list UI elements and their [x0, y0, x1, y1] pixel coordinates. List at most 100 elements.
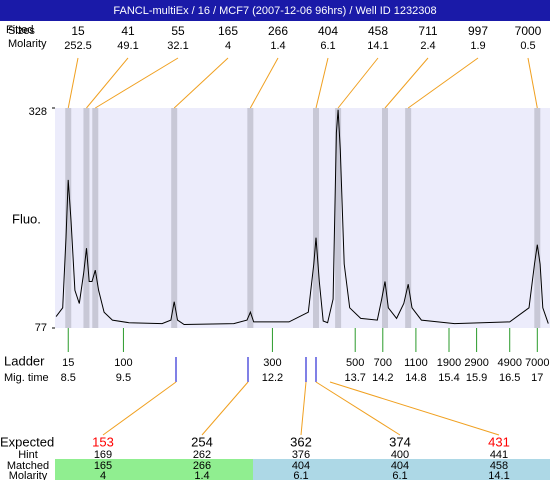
peak-connector: [67, 57, 79, 109]
title-bar: [0, 0, 550, 21]
peak-band: [247, 108, 254, 328]
ladder-size: 4900: [497, 357, 521, 369]
expected-size: 431: [488, 434, 510, 449]
peak-molarity: 0.5: [520, 40, 535, 52]
peak-connector: [86, 57, 129, 109]
ladder-mig-time: 16.5: [499, 372, 520, 384]
peak-molarity: 49.1: [117, 40, 138, 52]
y-tick-label: 77: [35, 322, 47, 334]
peak-band: [405, 108, 412, 328]
match-connector: [315, 381, 401, 436]
row-label: Matched: [7, 460, 49, 472]
matched-size: 165: [94, 460, 112, 472]
ladder-mig-time: 17: [531, 372, 543, 384]
peak-size: 266: [268, 24, 288, 38]
peak-molarity: 32.1: [167, 40, 188, 52]
matched-size: 458: [490, 460, 508, 472]
title: FANCL-multiEx / 16 / MCF7 (2007-12-06 96…: [113, 5, 436, 17]
peak-band: [171, 108, 178, 328]
peak-band: [382, 108, 388, 328]
peak-molarity: 2.4: [420, 40, 435, 52]
peak-connector: [527, 57, 538, 109]
peak-connector: [173, 57, 229, 109]
y-axis-label: Fluo.: [12, 211, 41, 226]
ladder-mig-time: 14.2: [372, 372, 393, 384]
ladder-mig-time: 14.8: [405, 372, 426, 384]
cell-bg: [253, 459, 550, 480]
expected-size: 374: [389, 434, 411, 449]
ladder-size: 1100: [404, 357, 428, 369]
ladder-size: 300: [263, 357, 281, 369]
match-connector: [102, 381, 177, 436]
ladder-size: 15: [62, 357, 74, 369]
ladder-size: 100: [114, 357, 132, 369]
row-label: Fitted: [6, 24, 34, 36]
ladder-mig-time: 13.7: [344, 372, 365, 384]
peak-molarity: 1.9: [470, 40, 485, 52]
matched-size: 266: [193, 460, 211, 472]
ladder-size: 1900: [437, 357, 461, 369]
row-label: Molarity: [8, 38, 47, 50]
hint-size: 400: [391, 449, 409, 461]
peak-molarity: 14.1: [367, 40, 388, 52]
y-tick-label: 328: [29, 106, 47, 118]
row-label: Expected: [0, 434, 54, 449]
peak-connector: [315, 57, 329, 109]
ladder-mig-time: 15.4: [438, 372, 459, 384]
matched-molarity: 6.1: [392, 470, 407, 480]
hint-size: 441: [490, 449, 508, 461]
row-label: Mig. time: [4, 372, 49, 384]
peak-size: 7000: [515, 24, 542, 38]
plot-area: [55, 108, 550, 328]
row-label: Ladder: [4, 353, 45, 368]
ladder-size: 2900: [464, 357, 488, 369]
matched-molarity: 1.4: [194, 470, 209, 480]
peak-band: [92, 108, 99, 328]
ladder-mig-time: 15.9: [466, 372, 487, 384]
peak-size: 458: [368, 24, 388, 38]
expected-size: 254: [191, 434, 213, 449]
expected-size: 362: [290, 434, 312, 449]
row-label: Sizes: [8, 25, 35, 37]
match-connector: [201, 381, 249, 436]
hint-size: 262: [193, 449, 211, 461]
peak-size: 55: [171, 24, 185, 38]
matched-size: 404: [391, 460, 409, 472]
peak-connector: [407, 57, 479, 109]
peak-band: [313, 108, 320, 328]
ladder-mig-time: 9.5: [116, 372, 131, 384]
peak-band: [65, 108, 72, 328]
peak-band: [83, 108, 90, 328]
peak-size: 41: [121, 24, 135, 38]
peak-molarity: 1.4: [270, 40, 285, 52]
peak-size: 711: [418, 24, 437, 38]
hint-size: 376: [292, 449, 310, 461]
row-label: Molarity: [9, 470, 48, 480]
ladder-size: 700: [374, 357, 392, 369]
ladder-size: 500: [346, 357, 364, 369]
ladder-mig-time: 8.5: [61, 372, 76, 384]
ladder-size: 7000: [525, 357, 549, 369]
matched-size: 404: [292, 460, 310, 472]
match-connector: [329, 381, 500, 436]
matched-molarity: 14.1: [488, 470, 509, 480]
match-connector: [300, 381, 307, 436]
peak-size: 404: [318, 24, 338, 38]
peak-connector: [337, 57, 379, 109]
peak-size: 15: [71, 24, 85, 38]
peak-size: 165: [218, 24, 238, 38]
peak-band: [534, 108, 541, 328]
hint-size: 169: [94, 449, 112, 461]
matched-molarity: 4: [100, 470, 106, 480]
cell-bg: [55, 459, 253, 480]
peak-molarity: 6.1: [320, 40, 335, 52]
peak-band: [335, 108, 342, 328]
ladder-mig-time: 12.2: [262, 372, 283, 384]
matched-molarity: 6.1: [293, 470, 308, 480]
peak-connector: [95, 57, 179, 109]
peak-connector: [249, 57, 279, 109]
peak-molarity: 252.5: [64, 40, 92, 52]
expected-size: 153: [92, 434, 114, 449]
peak-connector: [384, 57, 429, 109]
